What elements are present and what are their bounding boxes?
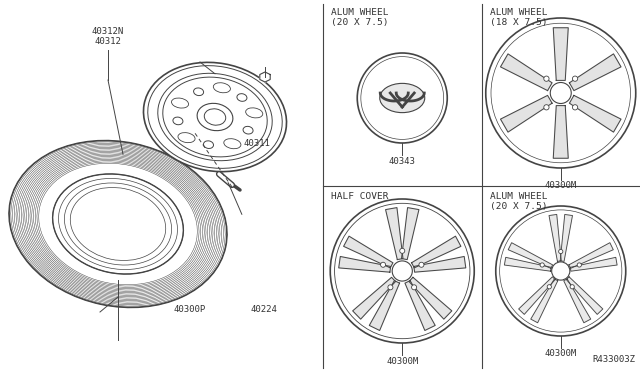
Polygon shape	[570, 54, 621, 91]
Ellipse shape	[572, 76, 578, 81]
Ellipse shape	[550, 83, 572, 103]
Polygon shape	[504, 257, 551, 271]
Text: ALUM WHEEL: ALUM WHEEL	[490, 8, 547, 17]
Ellipse shape	[400, 248, 404, 253]
Polygon shape	[508, 243, 552, 268]
Ellipse shape	[544, 105, 549, 110]
Ellipse shape	[143, 62, 287, 171]
Polygon shape	[260, 72, 270, 82]
Ellipse shape	[330, 199, 474, 343]
Ellipse shape	[496, 206, 626, 336]
Ellipse shape	[197, 103, 233, 131]
Text: 40300P: 40300P	[174, 305, 206, 314]
Polygon shape	[553, 28, 568, 80]
Polygon shape	[353, 278, 396, 319]
Text: ALUM WHEEL: ALUM WHEEL	[331, 8, 388, 17]
Polygon shape	[531, 279, 558, 323]
Text: (18 X 7.5): (18 X 7.5)	[490, 18, 547, 27]
Ellipse shape	[380, 83, 425, 113]
Polygon shape	[412, 236, 461, 268]
Ellipse shape	[52, 174, 184, 274]
Polygon shape	[560, 214, 573, 262]
Ellipse shape	[178, 132, 195, 142]
Ellipse shape	[173, 117, 183, 125]
Polygon shape	[566, 277, 603, 314]
Text: 40311: 40311	[243, 138, 270, 148]
Polygon shape	[549, 214, 561, 262]
Polygon shape	[409, 278, 452, 319]
Text: ALUM WHEEL: ALUM WHEEL	[490, 192, 547, 201]
Polygon shape	[500, 95, 552, 132]
Ellipse shape	[392, 261, 412, 281]
Text: 40300M: 40300M	[386, 356, 419, 366]
Ellipse shape	[419, 262, 424, 267]
Polygon shape	[500, 54, 552, 91]
Polygon shape	[570, 95, 621, 132]
Polygon shape	[401, 208, 419, 260]
Ellipse shape	[204, 141, 214, 148]
Ellipse shape	[486, 18, 636, 168]
Ellipse shape	[572, 105, 578, 110]
Text: (20 X 7.5): (20 X 7.5)	[331, 18, 388, 27]
Polygon shape	[344, 236, 393, 268]
Text: HALF COVER: HALF COVER	[331, 192, 388, 201]
Ellipse shape	[204, 109, 226, 125]
Polygon shape	[339, 256, 390, 272]
Text: 40300M: 40300M	[545, 182, 577, 190]
Text: 40312: 40312	[95, 38, 122, 46]
Ellipse shape	[412, 285, 417, 290]
Ellipse shape	[540, 263, 544, 267]
Polygon shape	[564, 279, 591, 323]
Ellipse shape	[388, 285, 393, 290]
Text: (20 X 7.5): (20 X 7.5)	[490, 202, 547, 211]
Polygon shape	[405, 280, 435, 330]
Ellipse shape	[577, 263, 581, 267]
Ellipse shape	[357, 53, 447, 143]
Polygon shape	[414, 256, 466, 272]
Text: 40312N: 40312N	[92, 28, 124, 36]
Text: 40224: 40224	[251, 305, 277, 314]
Ellipse shape	[552, 262, 570, 280]
Ellipse shape	[224, 139, 241, 149]
Ellipse shape	[544, 76, 549, 81]
Ellipse shape	[193, 88, 204, 96]
Ellipse shape	[237, 94, 247, 101]
Text: R433003Z: R433003Z	[592, 355, 635, 364]
Polygon shape	[385, 208, 403, 260]
Polygon shape	[570, 257, 617, 271]
Ellipse shape	[570, 285, 574, 289]
Polygon shape	[518, 277, 555, 314]
Polygon shape	[553, 106, 568, 158]
Ellipse shape	[213, 83, 230, 93]
Ellipse shape	[246, 108, 263, 118]
Ellipse shape	[172, 98, 189, 108]
Ellipse shape	[9, 141, 227, 307]
Polygon shape	[369, 280, 399, 330]
Polygon shape	[569, 243, 613, 268]
Ellipse shape	[559, 249, 563, 254]
Ellipse shape	[243, 126, 253, 134]
Ellipse shape	[547, 285, 552, 289]
Text: 40343: 40343	[389, 157, 416, 166]
Text: 40300M: 40300M	[545, 350, 577, 359]
Ellipse shape	[381, 262, 385, 267]
